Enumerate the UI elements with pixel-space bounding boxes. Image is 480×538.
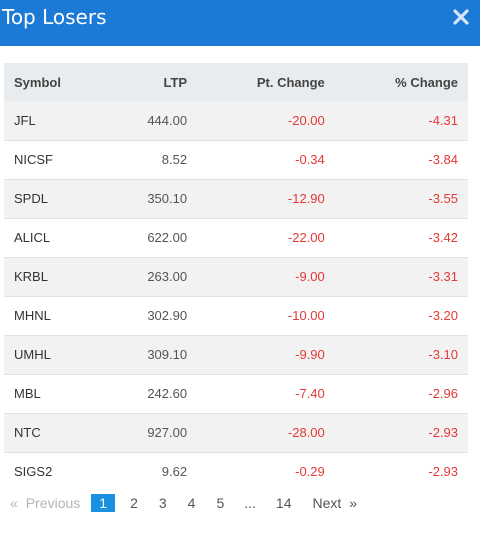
column-header-pct-change: % Change [395, 74, 458, 90]
next-button[interactable]: Next [312, 495, 342, 511]
cell-symbol: NTC [14, 425, 41, 440]
modal-title: Top Losers [2, 5, 107, 29]
cell-pct-change: -2.93 [428, 464, 458, 480]
table-row: SPDL 350.10 -12.90 -3.55 [4, 179, 468, 218]
page-button-3[interactable]: 3 [158, 495, 167, 511]
cell-symbol: JFL [14, 112, 36, 128]
previous-arrow-icon: « [10, 495, 18, 511]
table-row: SIGS2 9.62 -0.29 -2.93 [4, 452, 468, 491]
cell-pct-change: -3.20 [428, 308, 458, 323]
cell-ltp: 263.00 [147, 269, 188, 284]
cell-symbol: KRBL [14, 269, 48, 284]
cell-pct-change: -2.93 [428, 425, 458, 440]
pagination: « Previous 1 2 3 4 5 ... 14 Next » [10, 492, 371, 514]
table-row: UMHL 309.10 -9.90 -3.10 [4, 335, 468, 374]
cell-ltp: 350.10 [147, 191, 188, 206]
page-button-14[interactable]: 14 [275, 495, 292, 511]
cell-symbol: SIGS2 [14, 464, 53, 480]
cell-pt-change: -22.00 [287, 230, 325, 245]
cell-pt-change: -28.00 [287, 425, 325, 440]
cell-pct-change: -3.31 [428, 269, 458, 284]
column-header-symbol: Symbol [14, 74, 61, 90]
cell-pt-change: -9.90 [295, 347, 325, 362]
column-header-pt-change: Pt. Change [256, 74, 325, 90]
table-row: NICSF 8.52 -0.34 -3.84 [4, 140, 468, 179]
cell-pct-change: -2.96 [428, 386, 458, 401]
cell-ltp: 8.52 [161, 152, 188, 167]
cell-pt-change: -0.34 [295, 152, 325, 167]
losers-table-wrap: Symbol LTP Pt. Change % Change JFL 444.00… [4, 63, 468, 491]
table-header-row: Symbol LTP Pt. Change % Change [4, 63, 468, 101]
cell-pct-change: -4.31 [428, 112, 458, 128]
cell-symbol: SPDL [14, 191, 48, 206]
table-row: KRBL 263.00 -9.00 -3.31 [4, 257, 468, 296]
previous-button[interactable]: Previous [25, 495, 81, 511]
cell-ltp: 302.90 [147, 308, 188, 323]
table-row: MHNL 302.90 -10.00 -3.20 [4, 296, 468, 335]
cell-symbol: MBL [14, 386, 41, 401]
cell-pt-change: -10.00 [287, 308, 325, 323]
close-icon[interactable] [452, 8, 470, 26]
cell-symbol: NICSF [14, 152, 53, 167]
column-header-ltp: LTP [163, 74, 188, 90]
cell-ltp: 309.10 [147, 347, 188, 362]
page-button-4[interactable]: 4 [187, 495, 196, 511]
losers-table: Symbol LTP Pt. Change % Change JFL 444.00… [4, 63, 468, 491]
cell-pct-change: -3.10 [428, 347, 458, 362]
cell-symbol: MHNL [14, 308, 51, 323]
cell-ltp: 444.00 [147, 112, 188, 128]
cell-ltp: 927.00 [147, 425, 188, 440]
cell-symbol: UMHL [14, 347, 51, 362]
cell-pct-change: -3.42 [428, 230, 458, 245]
page-button-1[interactable]: 1 [91, 494, 116, 512]
cell-pt-change: -20.00 [287, 112, 325, 128]
cell-symbol: ALICL [14, 230, 51, 245]
cell-ltp: 242.60 [147, 386, 188, 401]
cell-pct-change: -3.55 [428, 191, 458, 206]
cell-ltp: 622.00 [147, 230, 188, 245]
page-button-5[interactable]: 5 [216, 495, 225, 511]
next-arrow-icon[interactable]: » [349, 495, 358, 511]
cell-ltp: 9.62 [161, 464, 188, 480]
cell-pt-change: -0.29 [295, 464, 325, 480]
cell-pt-change: -9.00 [295, 269, 325, 284]
table-row: JFL 444.00 -20.00 -4.31 [4, 101, 468, 140]
table-row: NTC 927.00 -28.00 -2.93 [4, 413, 468, 452]
table-row: MBL 242.60 -7.40 -2.96 [4, 374, 468, 413]
cell-pct-change: -3.84 [428, 152, 458, 167]
cell-pt-change: -12.90 [287, 191, 325, 206]
modal-header: Top Losers [0, 0, 480, 46]
cell-pt-change: -7.40 [295, 386, 325, 401]
table-row: ALICL 622.00 -22.00 -3.42 [4, 218, 468, 257]
page-button-2[interactable]: 2 [130, 495, 138, 511]
page-ellipsis: ... [244, 495, 256, 511]
